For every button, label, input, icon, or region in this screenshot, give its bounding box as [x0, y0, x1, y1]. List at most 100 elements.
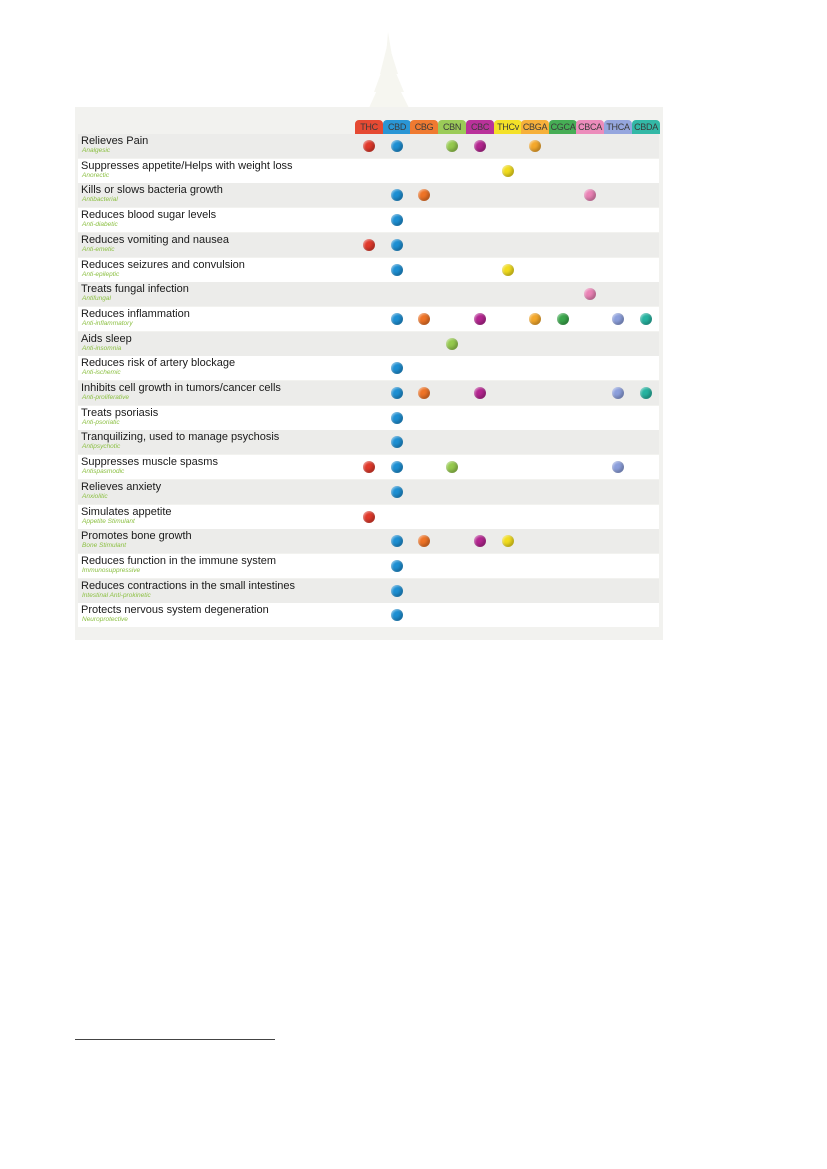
dot-cbn — [446, 461, 458, 474]
table-row: Treats psoriasis Anti-psoriatic — [78, 405, 659, 430]
table-row: Relieves Pain Analgesic — [78, 134, 659, 158]
table-row: Reduces contractions in the small intest… — [78, 578, 659, 603]
dot-cbga — [529, 140, 541, 152]
benefit-label: Suppresses muscle spasms — [81, 456, 218, 469]
dot-cbd — [391, 535, 403, 548]
dot-cbd — [391, 189, 403, 202]
table-row: Simulates appetite Appetite Stimulant — [78, 504, 659, 529]
benefit-term: Anti-ischemic — [82, 369, 121, 377]
dot-cbg — [418, 387, 430, 399]
table-row: Tranquilizing, used to manage psychosis A… — [78, 430, 659, 455]
dot-cbc — [474, 387, 486, 399]
benefit-term: Antipsychotic — [82, 443, 121, 451]
table-row: Reduces vomiting and nausea Anti-emetic — [78, 232, 659, 257]
benefit-term: Appetite Stimulant — [82, 517, 135, 525]
benefit-term: Intestinal Anti-prokinetic — [82, 591, 151, 599]
column-header-cbca: CBCA — [576, 120, 604, 134]
dot-cbn — [446, 140, 458, 152]
benefit-label: Reduces blood sugar levels — [81, 209, 217, 222]
benefit-label: Reduces vomiting and nausea — [81, 233, 229, 246]
benefit-label: Promotes bone growth — [81, 530, 192, 543]
column-header-thcv: THCv — [494, 120, 522, 134]
table-row: Suppresses muscle spasms Antispasmodic — [78, 455, 659, 480]
benefit-term: Anti-epileptic — [82, 270, 120, 278]
benefit-term: Anti-psoriatic — [82, 418, 120, 426]
dot-cbg — [418, 312, 430, 325]
table-row: Inhibits cell growth in tumors/cancer ce… — [78, 381, 659, 405]
dot-cbc — [474, 535, 486, 548]
dot-cgca — [557, 312, 569, 325]
benefit-term: Anti-emetic — [82, 245, 115, 253]
dot-thcv — [502, 263, 514, 276]
benefit-label: Tranquilizing, used to manage psychosis — [81, 431, 280, 444]
dot-cbd — [391, 436, 403, 449]
dot-thc — [363, 238, 375, 251]
dot-cbg — [418, 189, 430, 202]
benefit-term: Anti-insomnia — [82, 344, 122, 352]
table-row: Promotes bone growth Bone Stimulant — [78, 529, 659, 554]
benefit-term: Anti-proliferative — [82, 394, 129, 401]
table-row: Relieves anxiety Anxiolitic — [78, 479, 659, 504]
dot-cbd — [391, 584, 403, 597]
table-row: Suppresses appetite/Helps with weight lo… — [78, 158, 659, 183]
benefit-label: Reduces inflammation — [81, 307, 190, 320]
dot-cbd — [391, 609, 403, 622]
benefit-label: Treats fungal infection — [81, 283, 189, 296]
column-header-cbga: CBGA — [521, 120, 549, 134]
dot-cbd — [391, 387, 403, 399]
column-header-cbg: CBG — [410, 120, 438, 134]
benefit-label: Relieves anxiety — [81, 480, 162, 493]
benefit-term: Antispasmodic — [82, 468, 125, 476]
table-row: Reduces blood sugar levels Anti-diabetic — [78, 208, 659, 233]
benefit-term: Anorectic — [82, 171, 110, 179]
benefit-label: Simulates appetite — [81, 505, 172, 518]
dot-cbca — [584, 288, 596, 301]
dot-cbg — [418, 535, 430, 548]
dot-thc — [363, 510, 375, 523]
benefit-term: Anti-inflammatory — [82, 319, 133, 327]
column-header-thc: THC — [355, 120, 383, 134]
dot-cbd — [391, 362, 403, 375]
dot-cbd — [391, 263, 403, 276]
dot-cbga — [529, 312, 541, 325]
dot-cbd — [391, 238, 403, 251]
table-row: Protects nervous system degeneration Neur… — [78, 603, 659, 628]
dot-cbd — [391, 411, 403, 424]
dot-cbd — [391, 312, 403, 325]
benefit-label: Kills or slows bacteria growth — [81, 184, 223, 197]
dot-cbd — [391, 214, 403, 227]
column-header-cbd: CBD — [383, 120, 411, 134]
benefit-label: Inhibits cell growth in tumors/cancer ce… — [81, 382, 281, 394]
benefit-label: Relieves Pain — [81, 135, 149, 147]
dot-thc — [363, 461, 375, 474]
column-header-cgca: CGCA — [549, 120, 577, 134]
table-row: Reduces seizures and convulsion Anti-epil… — [78, 257, 659, 282]
column-header-cbda: CBDA — [632, 120, 660, 134]
dot-cbc — [474, 312, 486, 325]
benefit-term: Antifungal — [82, 295, 111, 303]
dot-thca — [612, 312, 624, 325]
benefit-term: Bone Stimulant — [82, 542, 127, 550]
dot-cbc — [474, 140, 486, 152]
table-row: Reduces inflammation Anti-inflammatory — [78, 306, 659, 331]
table-row: Reduces function in the immune system Imm… — [78, 553, 659, 578]
benefit-term: Immunosuppressive — [82, 566, 141, 574]
dot-cbd — [391, 485, 403, 498]
benefit-term: Analgesic — [82, 147, 111, 154]
benefit-label: Treats psoriasis — [81, 406, 159, 419]
dot-thca — [612, 461, 624, 474]
benefit-label: Protects nervous system degeneration — [81, 604, 269, 617]
benefit-label: Reduces function in the immune system — [81, 554, 277, 567]
dot-cbda — [640, 387, 652, 399]
dot-thcv — [502, 164, 514, 177]
column-header-cbn: CBN — [438, 120, 466, 134]
benefit-label: Reduces seizures and convulsion — [81, 258, 245, 271]
benefit-label: Reduces contractions in the small intest… — [81, 579, 295, 592]
benefit-term: Anti-diabetic — [82, 221, 118, 229]
dot-thcv — [502, 535, 514, 548]
dot-thca — [612, 387, 624, 399]
dot-cbca — [584, 189, 596, 202]
dot-cbn — [446, 337, 458, 350]
benefit-label: Aids sleep — [81, 332, 132, 345]
dot-cbd — [391, 559, 403, 572]
